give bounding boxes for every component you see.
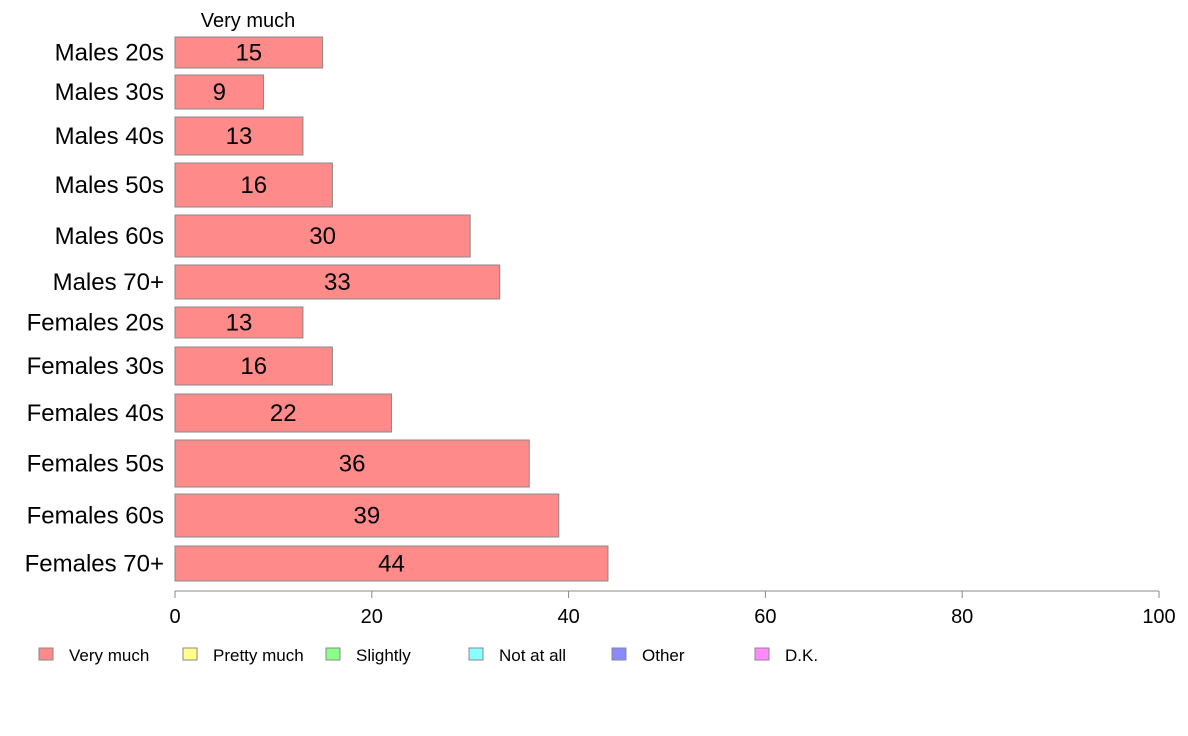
bar-value-label: 44	[378, 551, 405, 578]
bar-value-label: 33	[324, 269, 351, 296]
bar-value-label: 13	[226, 123, 253, 150]
category-label: Females 20s	[27, 310, 164, 337]
legend-swatch	[38, 647, 54, 661]
bar-value-label: 16	[240, 172, 267, 199]
legend-swatch	[468, 647, 484, 661]
x-tick-label: 100	[1142, 606, 1175, 628]
bar	[174, 214, 471, 258]
bar	[174, 162, 333, 208]
category-labels: Males 20s Males 30s Males 40s Males 50s Male…	[25, 40, 164, 578]
category-label: Females 50s	[27, 451, 164, 478]
bar-value-label: 39	[354, 503, 381, 530]
legend-label: Very much	[69, 646, 149, 665]
bar	[174, 306, 304, 339]
x-tick-label: 80	[951, 606, 973, 628]
series-header: Very much	[201, 10, 295, 32]
bar	[174, 264, 501, 300]
bar-value-label: 22	[270, 400, 297, 427]
category-label: Males 70+	[53, 269, 164, 296]
legend-label: Not at all	[499, 646, 566, 665]
bar	[174, 545, 609, 582]
bar	[174, 116, 304, 156]
x-tick-label: 0	[169, 606, 180, 628]
legend-label: Other	[642, 646, 685, 665]
bar-value-label: 36	[339, 451, 366, 478]
legend-swatch	[325, 647, 341, 661]
x-tick-label: 40	[557, 606, 579, 628]
bar-value-label: 16	[240, 353, 267, 380]
category-label: Males 30s	[55, 79, 164, 106]
legend-swatch	[611, 647, 627, 661]
legend: Very much Pretty much Slightly Not at all Ot…	[38, 646, 818, 665]
x-tick-label: 60	[754, 606, 776, 628]
legend-swatch	[754, 647, 770, 661]
legend-label: Pretty much	[213, 646, 304, 665]
bar-value-label: 9	[213, 79, 226, 106]
category-label: Females 40s	[27, 400, 164, 427]
category-label: Males 60s	[55, 223, 164, 250]
category-label: Females 70+	[25, 551, 164, 578]
bar	[174, 36, 324, 69]
legend-swatch	[182, 647, 198, 661]
bar-value-label: 13	[226, 310, 253, 337]
bar-value-label: 15	[235, 40, 262, 67]
bar-value-label: 30	[309, 223, 336, 250]
bar	[174, 493, 560, 538]
category-label: Males 40s	[55, 123, 164, 150]
legend-label: Slightly	[356, 646, 411, 665]
category-label: Males 50s	[55, 172, 164, 199]
x-tick-label: 20	[361, 606, 383, 628]
category-label: Males 20s	[55, 40, 164, 67]
bar	[174, 346, 333, 386]
legend-label: D.K.	[785, 646, 818, 665]
category-label: Females 30s	[27, 353, 164, 380]
x-axis: 0 20 40 60 80 100	[169, 590, 1176, 628]
bar	[174, 439, 530, 488]
bar	[174, 393, 392, 433]
bar	[174, 74, 265, 110]
category-label: Females 60s	[27, 503, 164, 530]
